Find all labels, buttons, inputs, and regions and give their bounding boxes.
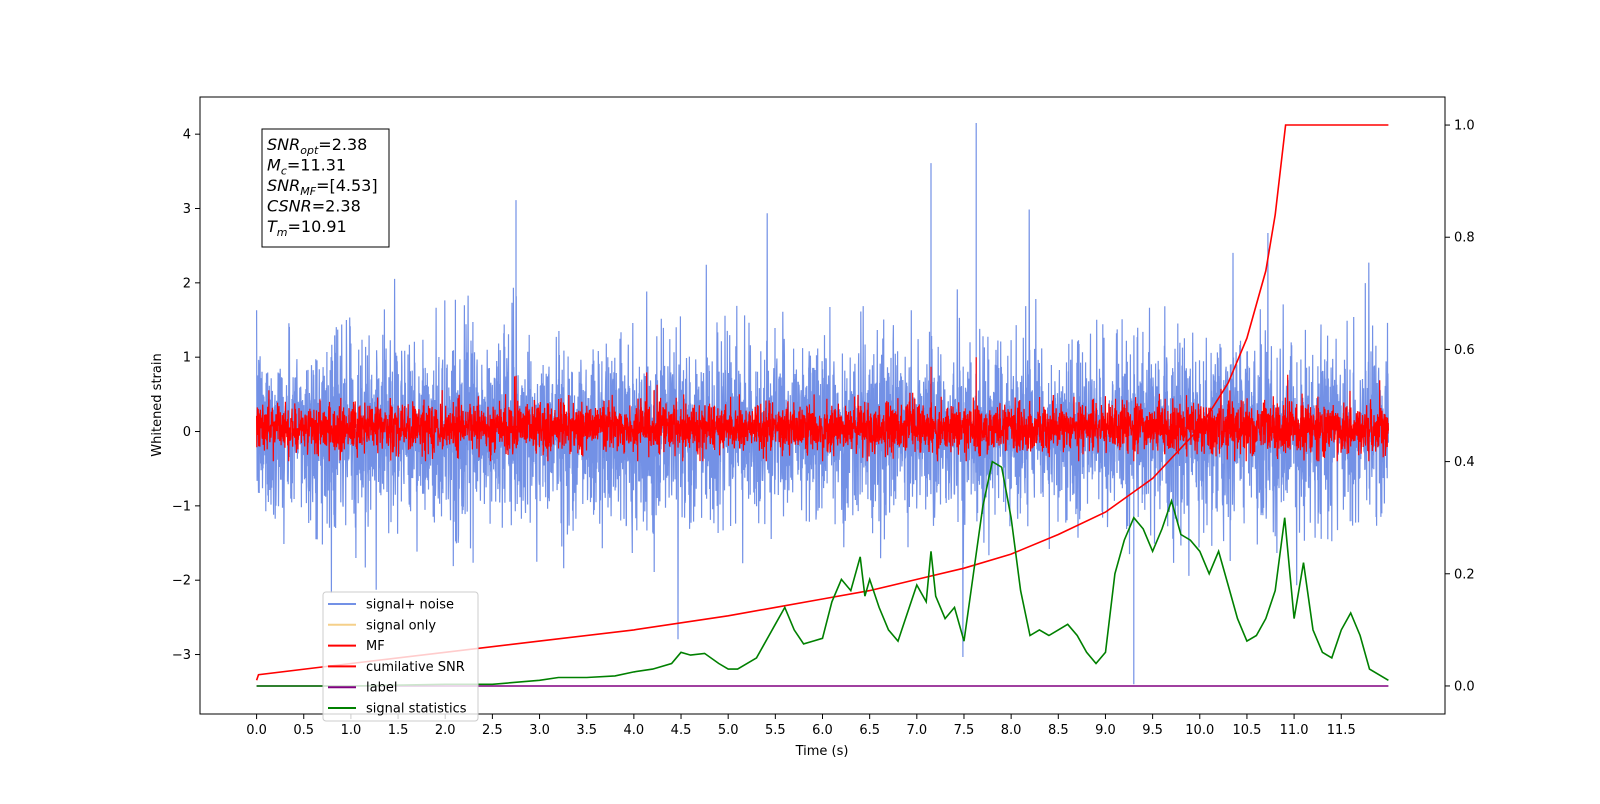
annotation-line: SNRMF=[4.53] — [267, 176, 378, 198]
x-tick-label: 2.0 — [435, 723, 456, 738]
annotation-line: Tm=10.91 — [267, 217, 347, 239]
legend[interactable]: signal+ noise signal only MF cumilative SNR… — [322, 591, 479, 722]
series-cumilative-snr — [255, 124, 1389, 681]
x-tick-label: 5.5 — [765, 723, 786, 738]
x-axis: 0.0 0.5 1.0 1.5 2.0 2.5 3.0 3.5 4.0 4.5 5.0 5.5 6.0 6… — [246, 714, 1356, 738]
series-signal-noise — [256, 123, 1389, 685]
legend-entry-label: label — [366, 681, 397, 696]
legend-entry-label: signal+ noise — [366, 598, 454, 613]
annotation-line: CSNR=2.38 — [267, 197, 361, 216]
annotation-box: SNRopt=2.38Mc=11.31SNRMF=[4.53]CSNR=2.38… — [261, 128, 390, 248]
annotation-line: Mc=11.31 — [267, 156, 346, 178]
y-tick-label: −3 — [172, 648, 191, 663]
x-tick-label: 8.5 — [1048, 723, 1069, 738]
y-axis-title: Whitened strain — [150, 353, 165, 456]
x-tick-label: 1.0 — [341, 723, 362, 738]
y-tick-label: 1 — [183, 351, 191, 366]
series-signal-statistics — [256, 460, 1389, 687]
x-tick-label: 0.5 — [293, 723, 314, 738]
x-tick-label: 3.5 — [576, 723, 597, 738]
legend-entry-label: signal statistics — [366, 702, 467, 717]
x-tick-label: 2.5 — [482, 723, 503, 738]
y-axis-left: −3 −2 −1 0 1 2 3 4 — [172, 128, 200, 663]
x-tick-label: 11.5 — [1327, 723, 1356, 738]
y-tick-label: 0 — [183, 425, 191, 440]
x-tick-label: 7.5 — [954, 723, 975, 738]
y2-tick-label: 0.8 — [1454, 231, 1475, 246]
y-tick-label: −1 — [172, 499, 191, 514]
x-tick-label: 5.0 — [718, 723, 739, 738]
series-mf — [256, 357, 1389, 462]
y-tick-label: −2 — [172, 574, 191, 589]
annotation-line: SNRopt=2.38 — [267, 135, 367, 157]
legend-entry-label: MF — [366, 639, 385, 654]
y2-tick-label: 0.4 — [1454, 455, 1475, 470]
x-tick-label: 6.0 — [812, 723, 833, 738]
x-tick-label: 10.5 — [1232, 723, 1261, 738]
x-tick-label: 7.0 — [906, 723, 927, 738]
y-tick-label: 2 — [183, 276, 191, 291]
x-tick-label: 9.0 — [1095, 723, 1116, 738]
series-layer — [255, 123, 1389, 687]
y-tick-label: 4 — [183, 128, 191, 143]
y2-tick-label: 0.6 — [1454, 343, 1475, 358]
x-tick-label: 10.0 — [1185, 723, 1214, 738]
y-axis-right: 0.0 0.2 0.4 0.6 0.8 1.0 — [1445, 119, 1475, 694]
x-tick-label: 9.5 — [1142, 723, 1163, 738]
y2-tick-label: 0.0 — [1454, 679, 1475, 694]
x-tick-label: 0.0 — [246, 723, 267, 738]
x-tick-label: 11.0 — [1280, 723, 1309, 738]
legend-entry-label: cumilative SNR — [366, 660, 465, 675]
x-tick-label: 6.5 — [859, 723, 880, 738]
y2-tick-label: 1.0 — [1454, 119, 1475, 134]
x-tick-label: 8.0 — [1001, 723, 1022, 738]
x-tick-label: 1.5 — [388, 723, 409, 738]
x-axis-title: Time (s) — [795, 744, 849, 759]
legend-entry-label: signal only — [366, 618, 436, 633]
annotation-frame — [261, 128, 390, 248]
y-tick-label: 3 — [183, 202, 191, 217]
legend-frame — [322, 591, 479, 722]
x-tick-label: 4.0 — [624, 723, 645, 738]
y2-tick-label: 0.2 — [1454, 567, 1475, 582]
x-tick-label: 3.0 — [529, 723, 550, 738]
x-tick-label: 4.5 — [671, 723, 692, 738]
